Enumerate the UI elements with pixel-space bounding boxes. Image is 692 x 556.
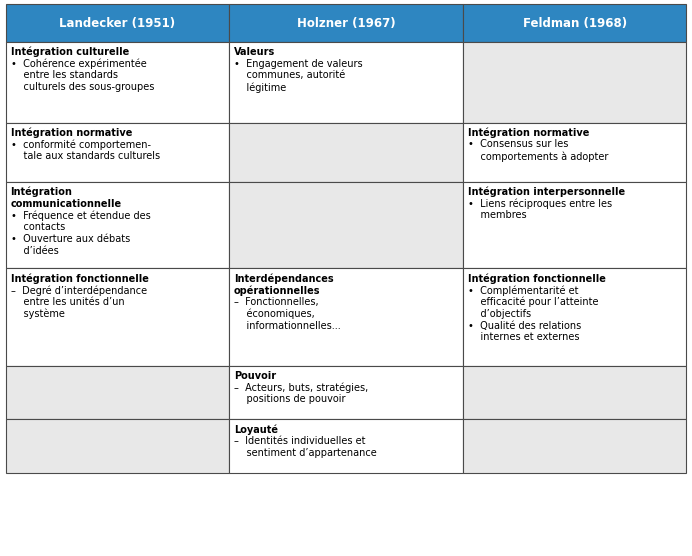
Text: –  Fonctionnelles,: – Fonctionnelles, [234, 297, 318, 307]
Bar [463, 182, 686, 268]
Bar [229, 123, 463, 182]
Bar [463, 4, 686, 42]
Bar [6, 123, 229, 182]
Bar [229, 42, 463, 123]
Bar [463, 42, 686, 123]
Bar [6, 42, 229, 123]
Text: positions de pouvoir: positions de pouvoir [234, 394, 345, 404]
Text: communicationnelle: communicationnelle [10, 198, 122, 208]
Text: informationnelles...: informationnelles... [234, 321, 340, 331]
Text: •  Qualité des relations: • Qualité des relations [468, 321, 581, 331]
Text: tale aux standards culturels: tale aux standards culturels [10, 151, 160, 161]
Text: Valeurs: Valeurs [234, 47, 275, 57]
Text: comportements à adopter: comportements à adopter [468, 151, 608, 162]
Text: système: système [10, 309, 64, 319]
Text: Landecker (1951): Landecker (1951) [59, 17, 175, 29]
Bar [229, 419, 463, 473]
Bar [463, 419, 686, 473]
Bar [229, 365, 463, 419]
Text: Feldman (1968): Feldman (1968) [522, 17, 627, 29]
Text: Intégration interpersonnelle: Intégration interpersonnelle [468, 187, 626, 197]
Text: •  Ouverture aux débats: • Ouverture aux débats [10, 234, 130, 244]
Text: •  Complémentarité et: • Complémentarité et [468, 285, 579, 295]
Text: •  Liens réciproques entre les: • Liens réciproques entre les [468, 198, 612, 209]
Bar [229, 4, 463, 42]
Bar [463, 268, 686, 365]
Bar [6, 4, 229, 42]
Bar [229, 268, 463, 365]
Text: •  Cohérence expérimentée: • Cohérence expérimentée [10, 58, 146, 69]
Text: •  Engagement de valeurs: • Engagement de valeurs [234, 58, 363, 68]
Text: efficacité pour l’atteinte: efficacité pour l’atteinte [468, 297, 599, 307]
Text: internes et externes: internes et externes [468, 332, 580, 342]
Bar [229, 182, 463, 268]
Text: contacts: contacts [10, 222, 65, 232]
Text: •  conformité comportemen-: • conformité comportemen- [10, 140, 151, 150]
Text: Holzner (1967): Holzner (1967) [297, 17, 395, 29]
Text: économiques,: économiques, [234, 309, 315, 319]
Text: –  Identités individuelles et: – Identités individuelles et [234, 436, 365, 446]
Bar [463, 123, 686, 182]
Text: Interdépendances: Interdépendances [234, 273, 334, 284]
Text: d’idées: d’idées [10, 246, 58, 256]
Text: Intégration: Intégration [10, 187, 73, 197]
Bar [6, 419, 229, 473]
Text: Loyauté: Loyauté [234, 424, 278, 435]
Text: Intégration fonctionnelle: Intégration fonctionnelle [10, 273, 148, 284]
Bar [6, 182, 229, 268]
Text: •  Fréquence et étendue des: • Fréquence et étendue des [10, 210, 150, 221]
Text: Pouvoir: Pouvoir [234, 370, 276, 380]
Text: communes, autorité: communes, autorité [234, 71, 345, 81]
Text: entre les unités d’un: entre les unités d’un [10, 297, 124, 307]
Text: membres: membres [468, 210, 527, 220]
Text: –  Acteurs, buts, stratégies,: – Acteurs, buts, stratégies, [234, 383, 368, 393]
Text: Intégration normative: Intégration normative [468, 128, 590, 138]
Text: sentiment d’appartenance: sentiment d’appartenance [234, 448, 376, 458]
Text: •  Consensus sur les: • Consensus sur les [468, 140, 569, 150]
Bar [6, 268, 229, 365]
Text: culturels des sous-groupes: culturels des sous-groupes [10, 82, 154, 92]
Text: entre les standards: entre les standards [10, 71, 118, 81]
Bar [6, 365, 229, 419]
Bar [463, 365, 686, 419]
Text: légitime: légitime [234, 82, 286, 93]
Text: d’objectifs: d’objectifs [468, 309, 531, 319]
Text: Intégration culturelle: Intégration culturelle [10, 47, 129, 57]
Text: Intégration normative: Intégration normative [10, 128, 132, 138]
Text: Intégration fonctionnelle: Intégration fonctionnelle [468, 273, 606, 284]
Text: opérationnelles: opérationnelles [234, 285, 320, 295]
Text: –  Degré d’interdépendance: – Degré d’interdépendance [10, 285, 147, 295]
